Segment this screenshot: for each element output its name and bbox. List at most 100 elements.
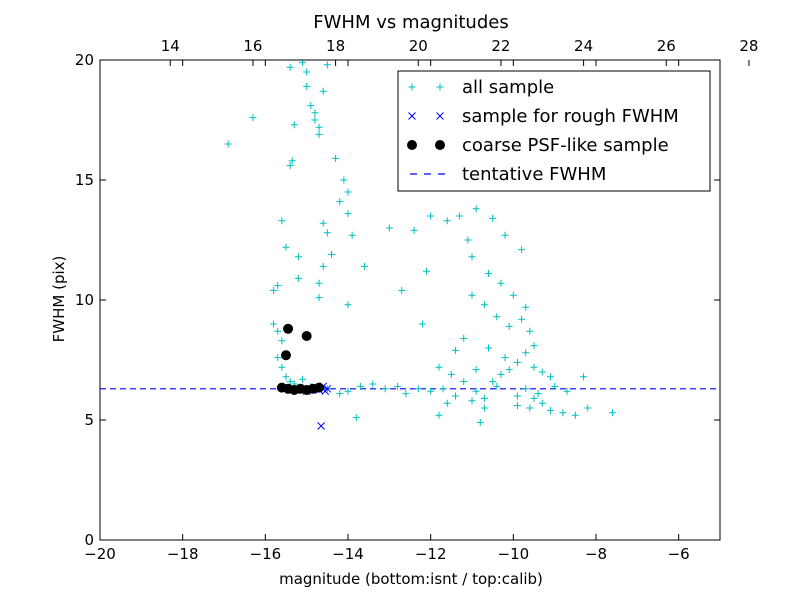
legend-label: sample for rough FWHM [462, 106, 679, 127]
data-point-all-sample [489, 214, 497, 222]
x-tick-label: −6 [668, 545, 690, 563]
data-point-all-sample [286, 63, 294, 71]
data-point-all-sample [489, 378, 497, 386]
data-point-all-sample [340, 176, 348, 184]
data-point-all-sample [336, 390, 344, 398]
data-point-coarse-psf-like-sample [283, 323, 294, 334]
data-point-all-sample [224, 140, 232, 148]
data-point-sample-for-rough-fwhm [323, 384, 332, 393]
data-point-all-sample [414, 385, 422, 393]
data-point-all-sample [311, 109, 319, 117]
top-tick-label: 20 [409, 37, 428, 55]
data-point-all-sample [274, 282, 282, 290]
data-point-all-sample [472, 387, 480, 395]
data-point-all-sample [513, 358, 521, 366]
data-point-all-sample [571, 411, 579, 419]
data-point-all-sample [584, 404, 592, 412]
data-point-all-sample [563, 387, 571, 395]
data-point-all-sample [315, 279, 323, 287]
data-point-all-sample [311, 116, 319, 124]
top-tick-label: 18 [326, 37, 345, 55]
data-point-all-sample [307, 102, 315, 110]
legend-swatch [408, 83, 416, 91]
data-point-all-sample [460, 378, 468, 386]
data-point-all-sample [315, 130, 323, 138]
data-point-all-sample [485, 344, 493, 352]
x-tick-label: −20 [84, 545, 116, 563]
data-point-all-sample [290, 121, 298, 129]
data-point-coarse-psf-like-sample [281, 350, 291, 361]
x-tick-label: −18 [167, 545, 199, 563]
data-point-all-sample [530, 363, 538, 371]
y-tick-label: 20 [75, 51, 94, 69]
data-point-all-sample [344, 301, 352, 309]
plot-area [100, 60, 720, 430]
top-tick-label: 24 [574, 37, 593, 55]
data-point-all-sample [497, 279, 505, 287]
data-point-all-sample [323, 61, 331, 69]
data-point-all-sample [336, 198, 344, 206]
legend-label: all sample [462, 77, 554, 98]
y-axis-label: FWHM (pix) [50, 256, 68, 343]
data-point-all-sample [361, 262, 369, 270]
data-point-all-sample [427, 387, 435, 395]
data-point-all-sample [249, 114, 257, 122]
data-point-all-sample [286, 162, 294, 170]
legend-swatch [435, 140, 445, 150]
data-point-all-sample [282, 373, 290, 381]
data-point-all-sample [344, 188, 352, 196]
data-point-all-sample [319, 87, 327, 95]
data-point-all-sample [518, 315, 526, 323]
x-tick-label: −10 [498, 545, 530, 563]
data-point-all-sample [513, 402, 521, 410]
data-point-all-sample [472, 366, 480, 374]
data-point-all-sample [315, 123, 323, 131]
data-point-all-sample [381, 385, 389, 393]
data-point-all-sample [451, 392, 459, 400]
data-point-coarse-psf-like-sample [301, 331, 312, 341]
data-point-all-sample [356, 382, 364, 390]
data-point-all-sample [522, 303, 530, 311]
data-point-all-sample [480, 301, 488, 309]
legend-label: coarse PSF-like sample [462, 135, 669, 156]
data-point-all-sample [538, 368, 546, 376]
data-point-sample-for-rough-fwhm [317, 422, 325, 430]
x-tick-label: −8 [585, 545, 607, 563]
top-tick-label: 16 [243, 37, 262, 55]
data-point-all-sample [609, 409, 617, 417]
data-point-all-sample [435, 363, 443, 371]
data-point-all-sample [348, 231, 356, 239]
data-point-all-sample [497, 370, 505, 378]
data-point-all-sample [456, 212, 464, 220]
data-point-all-sample [493, 382, 501, 390]
legend-item-tentative-fwhm: tentative FWHM [410, 164, 606, 185]
data-point-coarse-psf-like-sample [314, 382, 325, 393]
data-point-all-sample [385, 224, 393, 232]
data-point-all-sample [394, 382, 402, 390]
data-point-all-sample [294, 253, 302, 261]
data-point-all-sample [468, 397, 476, 405]
data-point-all-sample [472, 205, 480, 213]
data-point-all-sample [332, 154, 340, 162]
data-point-all-sample [278, 363, 286, 371]
data-point-all-sample [327, 250, 335, 258]
data-point-all-sample [476, 418, 484, 426]
top-tick-label: 26 [657, 37, 676, 55]
data-point-all-sample [505, 366, 513, 374]
legend-swatch [408, 112, 416, 120]
data-point-all-sample [398, 286, 406, 294]
data-point-all-sample [505, 322, 513, 330]
data-point-all-sample [402, 390, 410, 398]
data-point-all-sample [282, 243, 290, 251]
data-point-all-sample [534, 390, 542, 398]
data-point-all-sample [344, 210, 352, 218]
data-point-all-sample [451, 346, 459, 354]
data-point-all-sample [538, 399, 546, 407]
top-tick-label: 22 [491, 37, 510, 55]
data-point-all-sample [501, 354, 509, 362]
data-point-all-sample [493, 313, 501, 321]
data-point-all-sample [315, 294, 323, 302]
data-point-all-sample [443, 399, 451, 407]
legend-item-all-sample: all sample [408, 77, 554, 98]
y-tick-label: 0 [84, 531, 94, 549]
